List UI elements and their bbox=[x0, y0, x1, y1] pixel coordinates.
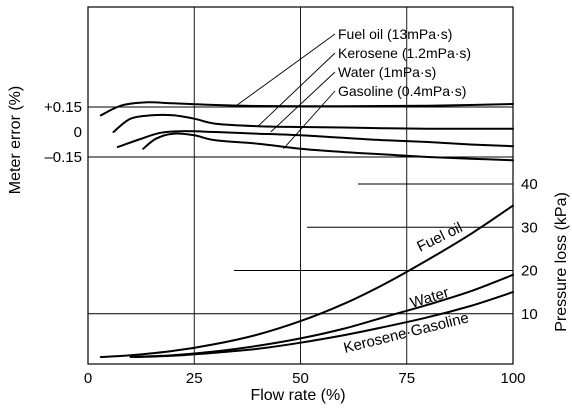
meter-error-line-fuel-oil bbox=[99, 101, 514, 117]
meter-error-line-water bbox=[116, 130, 514, 148]
pressure-loss-axis-title: Pressure loss (kPa) bbox=[553, 192, 570, 332]
x-axis-title: Flow rate (%) bbox=[250, 387, 345, 404]
x-tick-labels: 0 25 50 75 100 bbox=[84, 370, 526, 387]
meter-error-axis-title: Meter error (%) bbox=[7, 86, 24, 194]
x-tick-label: 0 bbox=[84, 370, 92, 387]
legend-item-water: Water (1mPa·s) bbox=[338, 64, 436, 80]
legend-leaders bbox=[236, 33, 336, 149]
legend-leader-kerosene bbox=[257, 52, 336, 127]
pressure-loss-line-fuel-oil bbox=[99, 204, 514, 358]
pressure-loss-tick-label: 30 bbox=[521, 219, 538, 236]
meter-error-tick-label: +0.15 bbox=[44, 99, 82, 116]
meter-error-tick-label: –0.15 bbox=[44, 149, 82, 166]
meter-error-line-kerosene bbox=[112, 113, 514, 133]
x-tick-label: 50 bbox=[292, 370, 309, 387]
x-tick-label: 25 bbox=[186, 370, 203, 387]
legend-item-fuel-oil: Fuel oil (13mPa·s) bbox=[338, 26, 452, 42]
curves bbox=[99, 101, 514, 358]
x-tick-label: 75 bbox=[398, 370, 415, 387]
pressure-loss-tick-labels: 40 30 20 10 bbox=[521, 176, 538, 323]
legend-item-kerosene: Kerosene (1.2mPa·s) bbox=[338, 45, 471, 61]
curve-label-fuel-oil: Fuel oil bbox=[414, 219, 465, 255]
pressure-loss-tick-label: 40 bbox=[521, 176, 538, 193]
legend-leader-water bbox=[270, 71, 336, 133]
meter-error-line-gasoline bbox=[142, 132, 514, 162]
pressure-loss-tick-label: 20 bbox=[521, 263, 538, 280]
meter-error-tick-labels: +0.15 0 –0.15 bbox=[44, 99, 82, 166]
pressure-loss-line-kerosene-gasoline bbox=[133, 291, 514, 358]
legend: Fuel oil (13mPa·s) Kerosene (1.2mPa·s) W… bbox=[338, 26, 471, 99]
curve-label-water: Water bbox=[408, 284, 451, 312]
legend-leader-fuel-oil bbox=[236, 33, 336, 106]
legend-leader-gasoline bbox=[283, 90, 336, 149]
x-tick-label: 100 bbox=[500, 370, 525, 387]
legend-item-gasoline: Gasoline (0.4mPa·s) bbox=[338, 83, 466, 99]
pressure-loss-tick-label: 10 bbox=[521, 306, 538, 323]
curve-label-kerosene-gasoline: Kerosene·Gasoline bbox=[342, 309, 471, 357]
meter-error-tick-label: 0 bbox=[74, 124, 82, 141]
